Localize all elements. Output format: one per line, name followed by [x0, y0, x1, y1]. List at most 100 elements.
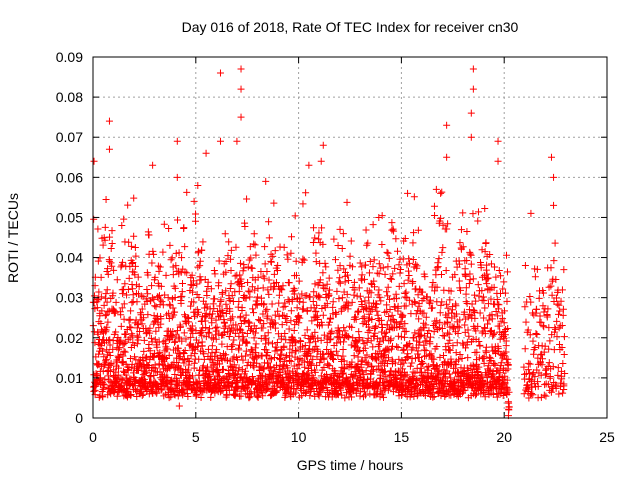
data-point [150, 295, 158, 303]
data-point [453, 368, 461, 376]
data-point [551, 325, 559, 333]
data-point [268, 340, 276, 348]
data-point [260, 320, 268, 328]
data-point [106, 341, 114, 349]
data-point [529, 391, 537, 399]
data-point [120, 215, 128, 223]
data-point [225, 332, 233, 340]
data-point [193, 291, 201, 299]
data-point [234, 367, 242, 375]
data-point [411, 369, 419, 377]
data-point [119, 352, 127, 360]
data-point [250, 240, 258, 248]
data-point [390, 227, 398, 235]
data-point [150, 371, 158, 379]
data-point [471, 291, 479, 299]
data-point [454, 330, 462, 338]
data-point [265, 290, 273, 298]
data-point [103, 298, 111, 306]
data-point [99, 393, 107, 401]
data-point [199, 238, 207, 246]
data-point [454, 322, 462, 330]
data-point [540, 323, 548, 331]
data-point [320, 384, 328, 392]
data-point [109, 345, 117, 353]
data-point [430, 393, 438, 401]
data-point [90, 157, 98, 165]
data-point [141, 354, 149, 362]
data-point [180, 389, 188, 397]
data-point [354, 353, 362, 361]
data-point [161, 354, 169, 362]
data-point [115, 344, 123, 352]
data-point [487, 295, 495, 303]
data-point [405, 255, 413, 263]
data-point [465, 332, 473, 340]
data-point [534, 378, 542, 386]
data-point [129, 285, 137, 293]
data-point [181, 268, 189, 276]
data-point [476, 342, 484, 350]
data-point [279, 303, 287, 311]
data-point [323, 345, 331, 353]
data-point [297, 338, 305, 346]
data-point [500, 352, 508, 360]
data-point [259, 284, 267, 292]
data-point [362, 261, 370, 269]
data-point [413, 262, 421, 270]
data-point [483, 320, 491, 328]
data-point [228, 292, 236, 300]
data-point [455, 260, 463, 268]
data-point [383, 301, 391, 309]
data-point [481, 248, 489, 256]
data-point [372, 300, 380, 308]
data-point [291, 212, 299, 220]
data-point [281, 302, 289, 310]
data-point [381, 368, 389, 376]
data-point [160, 392, 168, 400]
data-point [543, 313, 551, 321]
data-point [283, 319, 291, 327]
data-point [560, 333, 568, 341]
data-point [281, 329, 289, 337]
data-point [144, 290, 152, 298]
data-point [280, 362, 288, 370]
data-point [137, 292, 145, 300]
data-point [225, 379, 233, 387]
data-point [171, 391, 179, 399]
data-point [107, 259, 115, 267]
data-point [212, 316, 220, 324]
data-point [156, 349, 164, 357]
data-point [552, 276, 560, 284]
data-point [334, 326, 342, 334]
data-point [406, 362, 414, 370]
data-point [415, 327, 423, 335]
data-point [444, 329, 452, 337]
data-point [333, 287, 341, 295]
data-point [155, 267, 163, 275]
data-point [292, 271, 300, 279]
data-point [208, 319, 216, 327]
data-point [372, 322, 380, 330]
data-point [487, 260, 495, 268]
data-point [363, 376, 371, 384]
data-point [147, 334, 155, 342]
data-point [293, 365, 301, 373]
data-point [363, 351, 371, 359]
data-point [437, 214, 445, 222]
data-point [489, 391, 497, 399]
data-point [430, 202, 438, 210]
data-point [194, 263, 202, 271]
data-point [325, 274, 333, 282]
data-point [102, 290, 110, 298]
data-point [433, 283, 441, 291]
data-point [464, 367, 472, 375]
data-point [319, 311, 327, 319]
data-point [542, 392, 550, 400]
data-point [355, 308, 363, 316]
data-point [343, 271, 351, 279]
data-point [466, 248, 474, 256]
data-point [157, 296, 165, 304]
data-point [260, 274, 268, 282]
